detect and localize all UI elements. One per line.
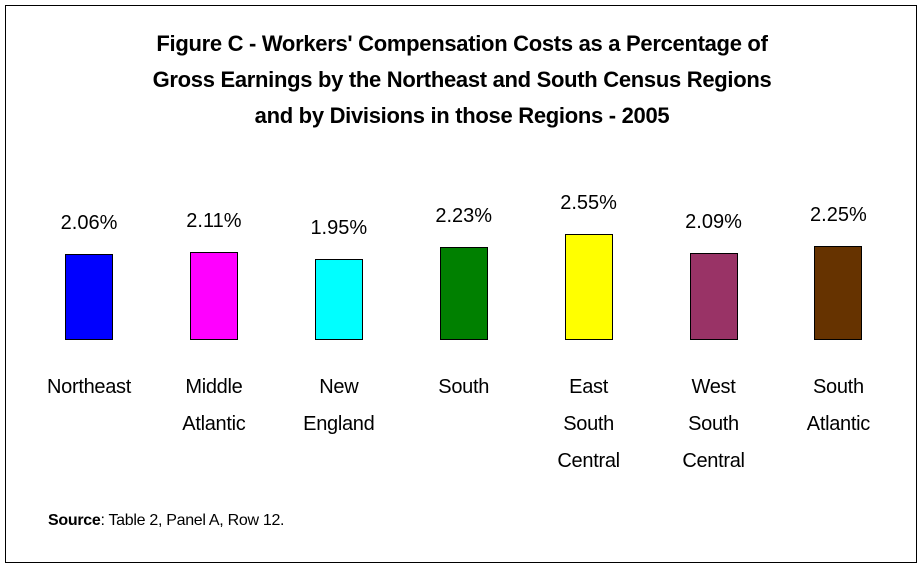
value-label: 2.06% bbox=[60, 212, 118, 235]
category-label: Northeast bbox=[47, 376, 132, 398]
chart-frame bbox=[5, 5, 917, 563]
bar bbox=[439, 247, 488, 340]
category-label: South Atlantic bbox=[806, 376, 870, 435]
bar bbox=[814, 246, 863, 340]
value-label: 2.11% bbox=[186, 210, 242, 232]
bar bbox=[314, 258, 363, 340]
source-label: Source bbox=[48, 512, 101, 529]
bar bbox=[65, 254, 113, 340]
value-label: 1.95% bbox=[310, 216, 368, 239]
category-label: Middle Atlantic bbox=[182, 376, 246, 435]
bar bbox=[564, 233, 613, 340]
category-label: West South Central bbox=[682, 376, 745, 472]
bar bbox=[189, 252, 238, 340]
category-label: East South Central bbox=[557, 376, 620, 472]
category-label: New England bbox=[303, 376, 375, 435]
bar bbox=[689, 252, 738, 340]
category-label: South bbox=[438, 376, 490, 398]
value-label: 2.55% bbox=[560, 191, 617, 214]
source-note: Source: Table 2, Panel A, Row 12. bbox=[48, 512, 284, 530]
value-label: 2.25% bbox=[810, 204, 867, 227]
chart-title: Figure C - Workers' Compensation Costs a… bbox=[152, 31, 772, 128]
source-text: : Table 2, Panel A, Row 12. bbox=[100, 512, 285, 529]
value-label: 2.09% bbox=[685, 210, 742, 233]
value-label: 2.23% bbox=[435, 205, 493, 227]
